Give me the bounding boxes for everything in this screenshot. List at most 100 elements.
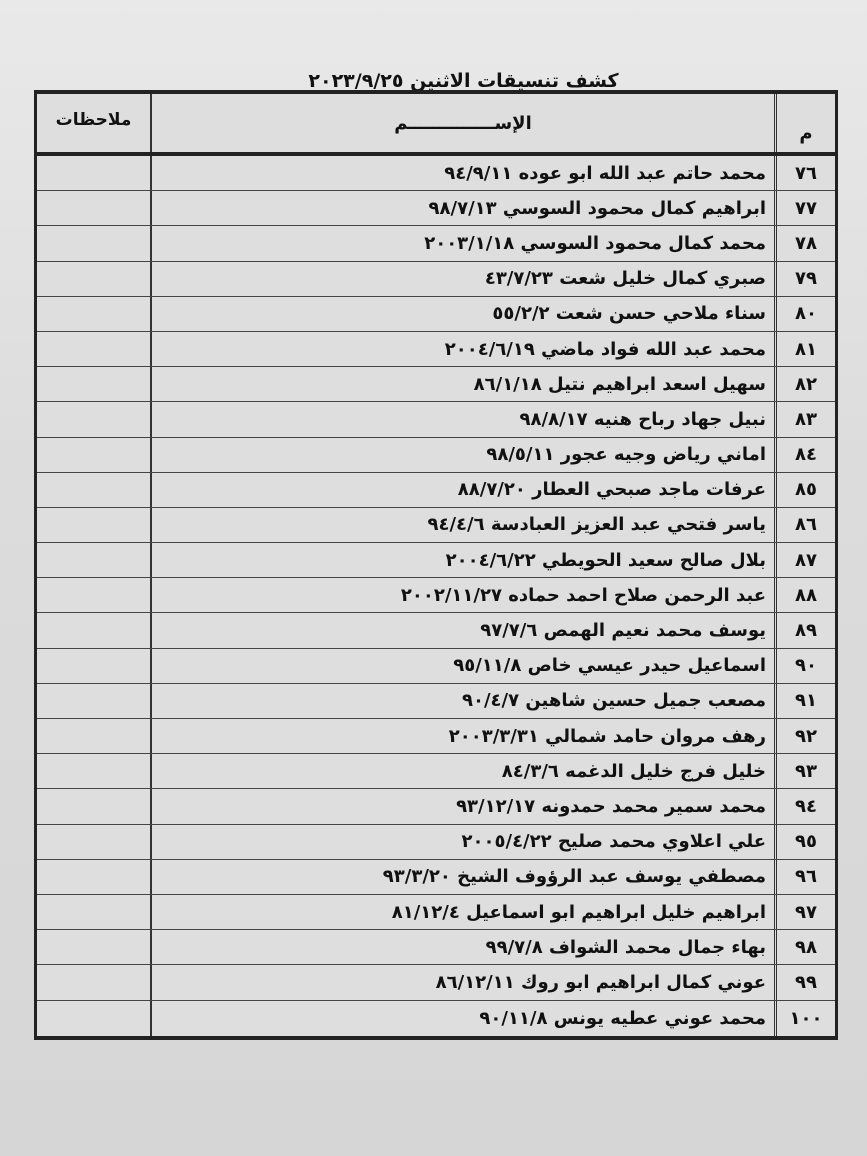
table-row: ياسر فتحي عبد العزيز العبادسة ٩٤/٤/٦ ٨٦ bbox=[37, 507, 835, 544]
notes-cell bbox=[37, 965, 152, 1000]
number-cell: ٨٠ bbox=[795, 303, 817, 325]
name-cell: محمد حاتم عبد الله ابو عوده ٩٤/٩/١١ bbox=[152, 156, 777, 191]
number-cell: ٧٨ bbox=[795, 232, 817, 254]
table-row: سناء ملاحي حسن شعت ٥٥/٢/٢ ٨٠ bbox=[37, 296, 835, 332]
notes-cell bbox=[37, 472, 152, 507]
table-row: محمد عبد الله فواد ماضي ٢٠٠٤/٦/١٩ ٨١ bbox=[37, 331, 835, 368]
name-cell: خليل فرج خليل الدغمه ٨٤/٣/٦ bbox=[152, 754, 777, 789]
names-table: ملاحظات الإســــــــــــــم م محمد حاتم … bbox=[34, 90, 838, 1040]
number-cell: ٩٨ bbox=[795, 936, 817, 958]
number-cell: ١٠٠ bbox=[789, 1007, 823, 1029]
number-cell: ٨٩ bbox=[795, 620, 817, 642]
number-cell: ٩٤ bbox=[795, 795, 817, 817]
name-cell: نبيل جهاد رباح هنيه ٩٨/٨/١٧ bbox=[152, 402, 777, 437]
name-cell: عرفات ماجد صبحي العطار ٨٨/٧/٢٠ bbox=[152, 472, 777, 507]
table-row: عبد الرحمن صلاح احمد حماده ٢٠٠٢/١١/٢٧ ٨٨ bbox=[37, 578, 835, 614]
number-cell: ٨٦ bbox=[795, 514, 817, 536]
notes-cell bbox=[37, 367, 152, 402]
name-cell: عبد الرحمن صلاح احمد حماده ٢٠٠٢/١١/٢٧ bbox=[152, 578, 777, 613]
number-cell: ٩٢ bbox=[795, 725, 817, 747]
notes-cell bbox=[37, 754, 152, 789]
header-name: الإســــــــــــــم bbox=[152, 94, 777, 152]
table-row: علي اعلاوي محمد صليح ٢٠٠٥/٤/٢٢ ٩٥ bbox=[37, 824, 835, 860]
header-number: م bbox=[799, 123, 813, 144]
table-row: نبيل جهاد رباح هنيه ٩٨/٨/١٧ ٨٣ bbox=[37, 402, 835, 438]
name-cell: رهف مروان حامد شمالي ٢٠٠٣/٣/٣١ bbox=[152, 719, 777, 754]
notes-cell bbox=[37, 543, 152, 578]
name-cell: محمد كمال محمود السوسي ٢٠٠٣/١/١٨ bbox=[152, 226, 777, 261]
number-cell: ٨١ bbox=[795, 338, 817, 360]
name-cell: ابراهيم خليل ابراهيم ابو اسماعيل ٨١/١٢/٤ bbox=[152, 894, 777, 930]
notes-cell bbox=[37, 859, 152, 894]
number-cell: ٩٣ bbox=[795, 760, 817, 782]
notes-cell bbox=[37, 156, 152, 191]
notes-cell bbox=[37, 507, 152, 543]
notes-cell bbox=[37, 402, 152, 437]
table-row: محمد عوني عطيه يونس ٩٠/١١/٨ ١٠٠ bbox=[37, 1000, 835, 1036]
notes-cell bbox=[37, 296, 152, 331]
table-row: يوسف محمد نعيم الهمص ٩٧/٧/٦ ٨٩ bbox=[37, 613, 835, 649]
notes-cell bbox=[37, 824, 152, 859]
name-cell: سهيل اسعد ابراهيم نتيل ٨٦/١/١٨ bbox=[152, 367, 777, 402]
notes-cell bbox=[37, 894, 152, 930]
name-cell: ياسر فتحي عبد العزيز العبادسة ٩٤/٤/٦ bbox=[152, 507, 777, 543]
notes-cell bbox=[37, 226, 152, 261]
table-row: ابراهيم كمال محمود السوسي ٩٨/٧/١٣ ٧٧ bbox=[37, 191, 835, 227]
table-row: رهف مروان حامد شمالي ٢٠٠٣/٣/٣١ ٩٢ bbox=[37, 719, 835, 755]
number-cell: ٩٩ bbox=[795, 971, 817, 993]
name-cell: محمد عبد الله فواد ماضي ٢٠٠٤/٦/١٩ bbox=[152, 331, 777, 367]
number-cell: ٨٥ bbox=[795, 479, 817, 501]
name-cell: علي اعلاوي محمد صليح ٢٠٠٥/٤/٢٢ bbox=[152, 824, 777, 859]
table-body: محمد حاتم عبد الله ابو عوده ٩٤/٩/١١ ٧٦ ابر… bbox=[37, 156, 835, 1036]
document-title-text: كشف تنسيقات الاثنين ٢٠٢٣/٩/٢٥ bbox=[308, 70, 619, 92]
table-row: محمد كمال محمود السوسي ٢٠٠٣/١/١٨ ٧٨ bbox=[37, 226, 835, 262]
table-row: بهاء جمال محمد الشواف ٩٩/٧/٨ ٩٨ bbox=[37, 930, 835, 966]
number-cell: ٨٤ bbox=[795, 444, 817, 466]
notes-cell bbox=[37, 719, 152, 754]
name-cell: مصعب جميل حسين شاهين ٩٠/٤/٧ bbox=[152, 683, 777, 718]
table-row: عوني كمال ابراهيم ابو روك ٨٦/١٢/١١ ٩٩ bbox=[37, 965, 835, 1001]
name-cell: اماني رياض وجيه عجور ٩٨/٥/١١ bbox=[152, 437, 777, 472]
notes-cell bbox=[37, 648, 152, 683]
table-row: محمد سمير محمد حمدونه ٩٣/١٢/١٧ ٩٤ bbox=[37, 789, 835, 825]
table-row: محمد حاتم عبد الله ابو عوده ٩٤/٩/١١ ٧٦ bbox=[37, 156, 835, 192]
name-cell: محمد سمير محمد حمدونه ٩٣/١٢/١٧ bbox=[152, 789, 777, 824]
number-cell: ٨٧ bbox=[795, 549, 817, 571]
table-row: مصعب جميل حسين شاهين ٩٠/٤/٧ ٩١ bbox=[37, 683, 835, 719]
notes-cell bbox=[37, 191, 152, 226]
notes-cell bbox=[37, 930, 152, 965]
name-cell: صبري كمال خليل شعت ٤٣/٧/٢٣ bbox=[152, 261, 777, 296]
notes-cell bbox=[37, 683, 152, 718]
table-row: عرفات ماجد صبحي العطار ٨٨/٧/٢٠ ٨٥ bbox=[37, 472, 835, 508]
name-cell: بلال صالح سعيد الحويطي ٢٠٠٤/٦/٢٢ bbox=[152, 543, 777, 578]
number-cell: ٩١ bbox=[795, 690, 817, 712]
table-row: بلال صالح سعيد الحويطي ٢٠٠٤/٦/٢٢ ٨٧ bbox=[37, 543, 835, 579]
table-row: صبري كمال خليل شعت ٤٣/٧/٢٣ ٧٩ bbox=[37, 261, 835, 297]
table-row: اسماعيل حيدر عيسي خاص ٩٥/١١/٨ ٩٠ bbox=[37, 648, 835, 684]
table-header: ملاحظات الإســــــــــــــم م bbox=[37, 94, 835, 156]
notes-cell bbox=[37, 578, 152, 613]
name-cell: اسماعيل حيدر عيسي خاص ٩٥/١١/٨ bbox=[152, 648, 777, 683]
notes-cell bbox=[37, 613, 152, 648]
table-row: مصطفي يوسف عبد الرؤوف الشيخ ٩٣/٣/٢٠ ٩٦ bbox=[37, 859, 835, 895]
notes-cell bbox=[37, 1000, 152, 1036]
number-cell: ٨٢ bbox=[795, 373, 817, 395]
table-row: ابراهيم خليل ابراهيم ابو اسماعيل ٨١/١٢/٤… bbox=[37, 894, 835, 931]
table-row: سهيل اسعد ابراهيم نتيل ٨٦/١/١٨ ٨٢ bbox=[37, 367, 835, 403]
number-cell: ٩٧ bbox=[795, 901, 817, 923]
name-cell: ابراهيم كمال محمود السوسي ٩٨/٧/١٣ bbox=[152, 191, 777, 226]
name-cell: عوني كمال ابراهيم ابو روك ٨٦/١٢/١١ bbox=[152, 965, 777, 1000]
name-cell: محمد عوني عطيه يونس ٩٠/١١/٨ bbox=[152, 1000, 777, 1036]
name-cell: بهاء جمال محمد الشواف ٩٩/٧/٨ bbox=[152, 930, 777, 965]
number-cell: ٧٦ bbox=[795, 162, 817, 184]
number-cell: ٩٥ bbox=[795, 831, 817, 853]
notes-cell bbox=[37, 261, 152, 296]
number-cell: ٩٦ bbox=[795, 866, 817, 888]
table-row: خليل فرج خليل الدغمه ٨٤/٣/٦ ٩٣ bbox=[37, 754, 835, 790]
name-cell: يوسف محمد نعيم الهمص ٩٧/٧/٦ bbox=[152, 613, 777, 648]
notes-cell bbox=[37, 789, 152, 824]
number-cell: ٩٠ bbox=[795, 655, 817, 677]
number-cell: ٨٨ bbox=[795, 584, 817, 606]
notes-cell bbox=[37, 437, 152, 472]
header-notes: ملاحظات bbox=[37, 94, 152, 152]
